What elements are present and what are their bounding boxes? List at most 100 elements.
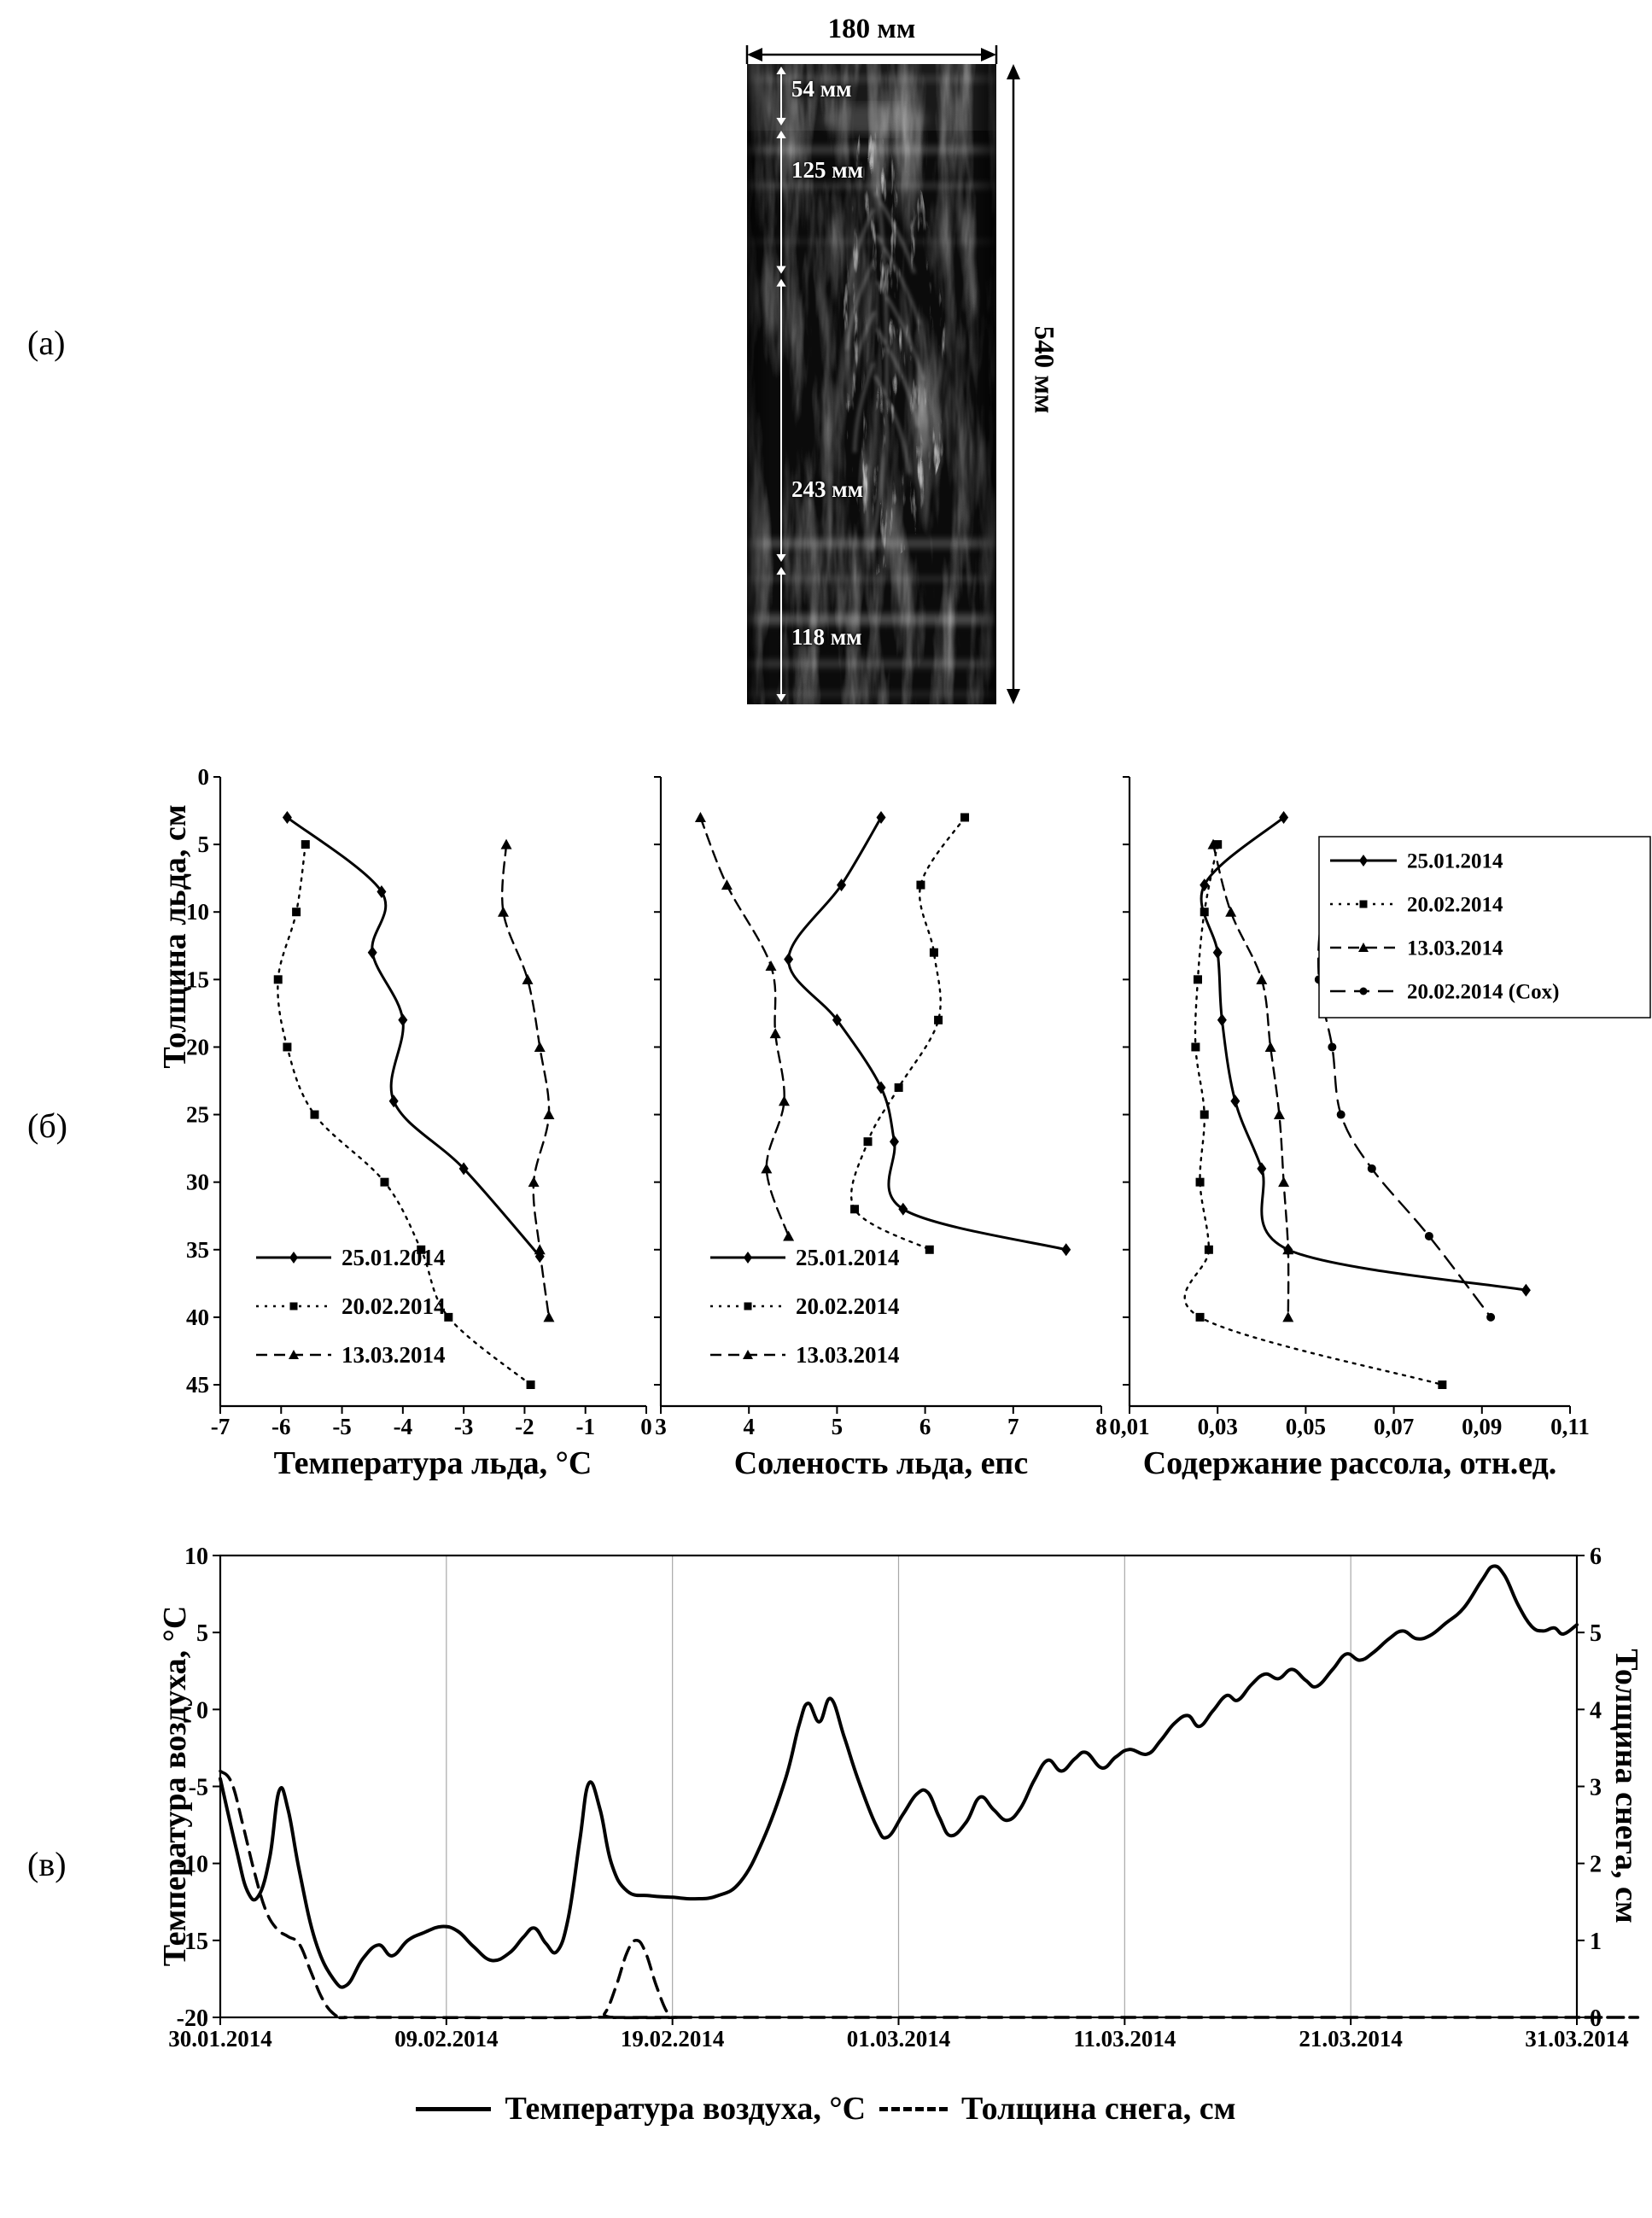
segment-arrow-head-up [776, 567, 786, 575]
segment-arrow-head-down [776, 554, 786, 563]
legend-label: 20.02.2014 (Cox) [1407, 981, 1559, 1004]
arrow-head-right [981, 48, 996, 61]
marker-triangle [528, 1176, 540, 1188]
segment-arrow-head-up [776, 278, 786, 287]
legend-label: 25.01.2014 [796, 1245, 900, 1270]
x-tick-label: -5 [332, 1414, 352, 1439]
marker-triangle [1256, 973, 1268, 984]
marker-square [444, 1312, 453, 1322]
legend-label: 13.03.2014 [341, 1342, 446, 1368]
marker-square [301, 840, 310, 849]
date-tick-label: 30.01.2014 [168, 2026, 272, 2052]
marker-circle [1367, 1164, 1376, 1173]
marker-square [1359, 900, 1368, 908]
core-segment-label: 243 мм [791, 476, 864, 502]
marker-square [1204, 1245, 1213, 1254]
marker-diamond [837, 878, 847, 892]
date-tick-label: 19.02.2014 [621, 2026, 725, 2052]
marker-triangle [694, 811, 706, 822]
marker-diamond [388, 1094, 399, 1108]
marker-diamond [889, 1135, 899, 1148]
air-temperature-line [219, 1564, 1579, 1989]
marker-diamond [367, 946, 377, 960]
series-line [1211, 843, 1290, 1319]
marker-square [1191, 1042, 1200, 1052]
arrow-head-up [1007, 64, 1020, 79]
edge-shade-left [747, 64, 769, 704]
marker-triangle [778, 1095, 790, 1106]
marker-diamond [876, 1081, 886, 1094]
core-width-label: 180 мм [827, 14, 916, 44]
y-tick-label: 25 [186, 1102, 209, 1128]
marker-square [1193, 975, 1202, 984]
marker-triangle [1207, 838, 1219, 849]
marker-triangle [543, 1311, 555, 1322]
marker-circle [1328, 1042, 1337, 1052]
x-tick-label: 0,03 [1198, 1414, 1238, 1439]
ice-temperature-profile: 0 5 10 15 20 25 30 35 40 45-7 -6 -5 -4 -3 -2 -1 0 25.01.2… [186, 764, 652, 1439]
right-tick-label: 5 [1590, 1620, 1602, 1647]
x-tick-label: 4 [743, 1414, 755, 1439]
left-tick-label: -5 [189, 1775, 208, 1801]
marker-square [850, 1205, 860, 1214]
segment-arrow-head-up [776, 131, 786, 138]
left-tick-label: 5 [196, 1620, 208, 1647]
timeseries-legend: Температура воздуха, °C Толщина снега, с… [0, 2090, 1652, 2128]
x-tick-label: 0,01 [1109, 1414, 1149, 1439]
marker-diamond [1279, 810, 1289, 824]
y-tick-label: 20 [186, 1034, 209, 1059]
marker-diamond [832, 1013, 842, 1027]
legend-air-temp-label: Температура воздуха, °C [505, 2091, 867, 2127]
x-tick-label: -7 [211, 1414, 231, 1439]
marker-square [929, 948, 938, 957]
bright-bands [747, 76, 996, 697]
marker-square [1200, 1110, 1209, 1119]
core-width-arrow [745, 45, 998, 64]
marker-triangle [543, 1109, 555, 1120]
series-line [699, 816, 790, 1238]
marker-square [1200, 908, 1209, 917]
marker-triangle [1278, 1176, 1290, 1188]
x-tick-label: 0,07 [1374, 1414, 1414, 1439]
y-tick-label: 0 [198, 764, 210, 790]
legend-label: 13.03.2014 [796, 1342, 900, 1368]
y-tick-label: 45 [186, 1372, 209, 1398]
segment-arrow-head-down [776, 694, 786, 702]
left-tick-label: 10 [184, 1544, 208, 1570]
ice-salinity-profile: 3 4 5 6 7 8 25.01.2014 20.02.2014 13.03.2014 [654, 776, 1107, 1439]
marker-diamond [1521, 1283, 1531, 1297]
marker-square [1195, 1177, 1205, 1187]
right-tick-label: 2 [1590, 1852, 1602, 1878]
x-tick-label: -1 [575, 1414, 595, 1439]
x-tick-label: 5 [832, 1414, 844, 1439]
marker-triangle [289, 1350, 299, 1359]
right-tick-label: 6 [1590, 1544, 1602, 1570]
x-tick-label: 0 [640, 1414, 652, 1439]
marker-square [417, 1245, 426, 1254]
brine-content-profile: 0,01 0,03 0,05 0,07 0,09 0,11 25.01.2014 20.02.… [1109, 776, 1651, 1439]
y-tick-label: 15 [186, 966, 209, 992]
marker-triangle [765, 960, 777, 972]
marker-triangle [497, 906, 509, 917]
y-tick-label: 35 [186, 1237, 209, 1263]
legend-box [1318, 836, 1651, 1019]
legend-label: 20.02.2014 [341, 1293, 446, 1319]
marker-square [526, 1380, 535, 1389]
marker-square [1195, 1312, 1205, 1322]
x-tick-label: 0,11 [1550, 1414, 1590, 1439]
x-tick-label: -6 [271, 1414, 291, 1439]
marker-diamond [1359, 855, 1368, 867]
segment-arrow-head-down [776, 266, 786, 274]
feather-veins [845, 140, 925, 552]
marker-circle [1424, 1231, 1433, 1240]
marker-triangle [1282, 1244, 1294, 1255]
y-tick-label: 10 [186, 899, 209, 925]
x-tick-label: 0,09 [1462, 1414, 1502, 1439]
marker-triangle [522, 973, 534, 984]
marker-circle [1486, 1312, 1496, 1322]
marker-diamond [744, 1252, 752, 1264]
ice-core-photo: 54 мм 125 мм 243 мм 118 мм [747, 64, 996, 704]
marker-triangle [761, 1163, 773, 1174]
